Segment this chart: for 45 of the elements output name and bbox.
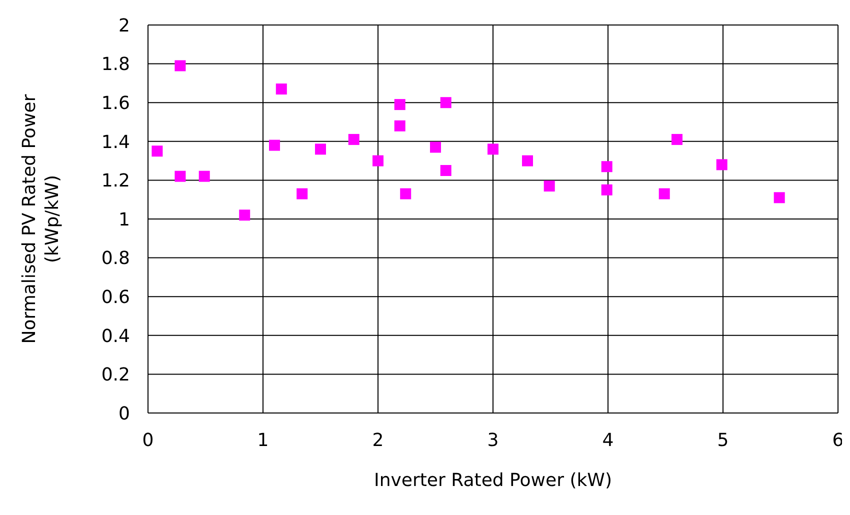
x-tick-label: 0 <box>142 430 154 451</box>
point <box>544 180 555 192</box>
point <box>198 170 210 182</box>
y-tick-label: 0.4 <box>101 326 130 347</box>
x-axis-title: Inverter Rated Power (kW) <box>374 470 612 491</box>
y-tick-label: 1.2 <box>101 170 130 192</box>
y-tick-label: 2 <box>118 15 130 36</box>
y-tick-label: 0 <box>118 403 130 424</box>
y-axis-title: Normalised PV Rated Power (kWp/kW) <box>19 94 63 344</box>
x-tick-label: 5 <box>717 430 729 451</box>
point <box>276 84 287 95</box>
point <box>440 165 452 176</box>
point <box>400 188 412 200</box>
y-tick-label: 1.8 <box>101 54 130 76</box>
point <box>152 146 163 157</box>
y-tick-label: 0.8 <box>101 248 130 270</box>
x-tick-label: 4 <box>602 430 614 451</box>
point <box>601 161 612 172</box>
point <box>174 170 186 182</box>
y-tick-label: 0.6 <box>101 286 130 308</box>
point <box>372 155 384 166</box>
point <box>716 159 728 170</box>
point <box>269 140 280 151</box>
x-tick-label: 2 <box>372 430 384 451</box>
point <box>239 210 250 221</box>
point <box>394 99 406 110</box>
x-tick-label: 1 <box>257 430 269 451</box>
point <box>315 144 326 155</box>
y-tick-label: 1 <box>118 209 130 230</box>
point <box>601 184 612 196</box>
point <box>430 142 441 153</box>
point <box>488 144 498 155</box>
point <box>394 120 406 132</box>
point <box>174 60 186 72</box>
point <box>658 188 670 200</box>
point <box>348 134 360 145</box>
point <box>672 134 682 145</box>
point <box>522 155 533 166</box>
point <box>774 192 785 204</box>
y-tick-label: 1.6 <box>101 92 130 114</box>
point <box>440 97 452 108</box>
y-tick-label: 0.2 <box>101 364 130 386</box>
x-tick-label: 3 <box>487 430 499 451</box>
y-tick-label: 1.4 <box>101 132 130 153</box>
point <box>296 188 308 200</box>
